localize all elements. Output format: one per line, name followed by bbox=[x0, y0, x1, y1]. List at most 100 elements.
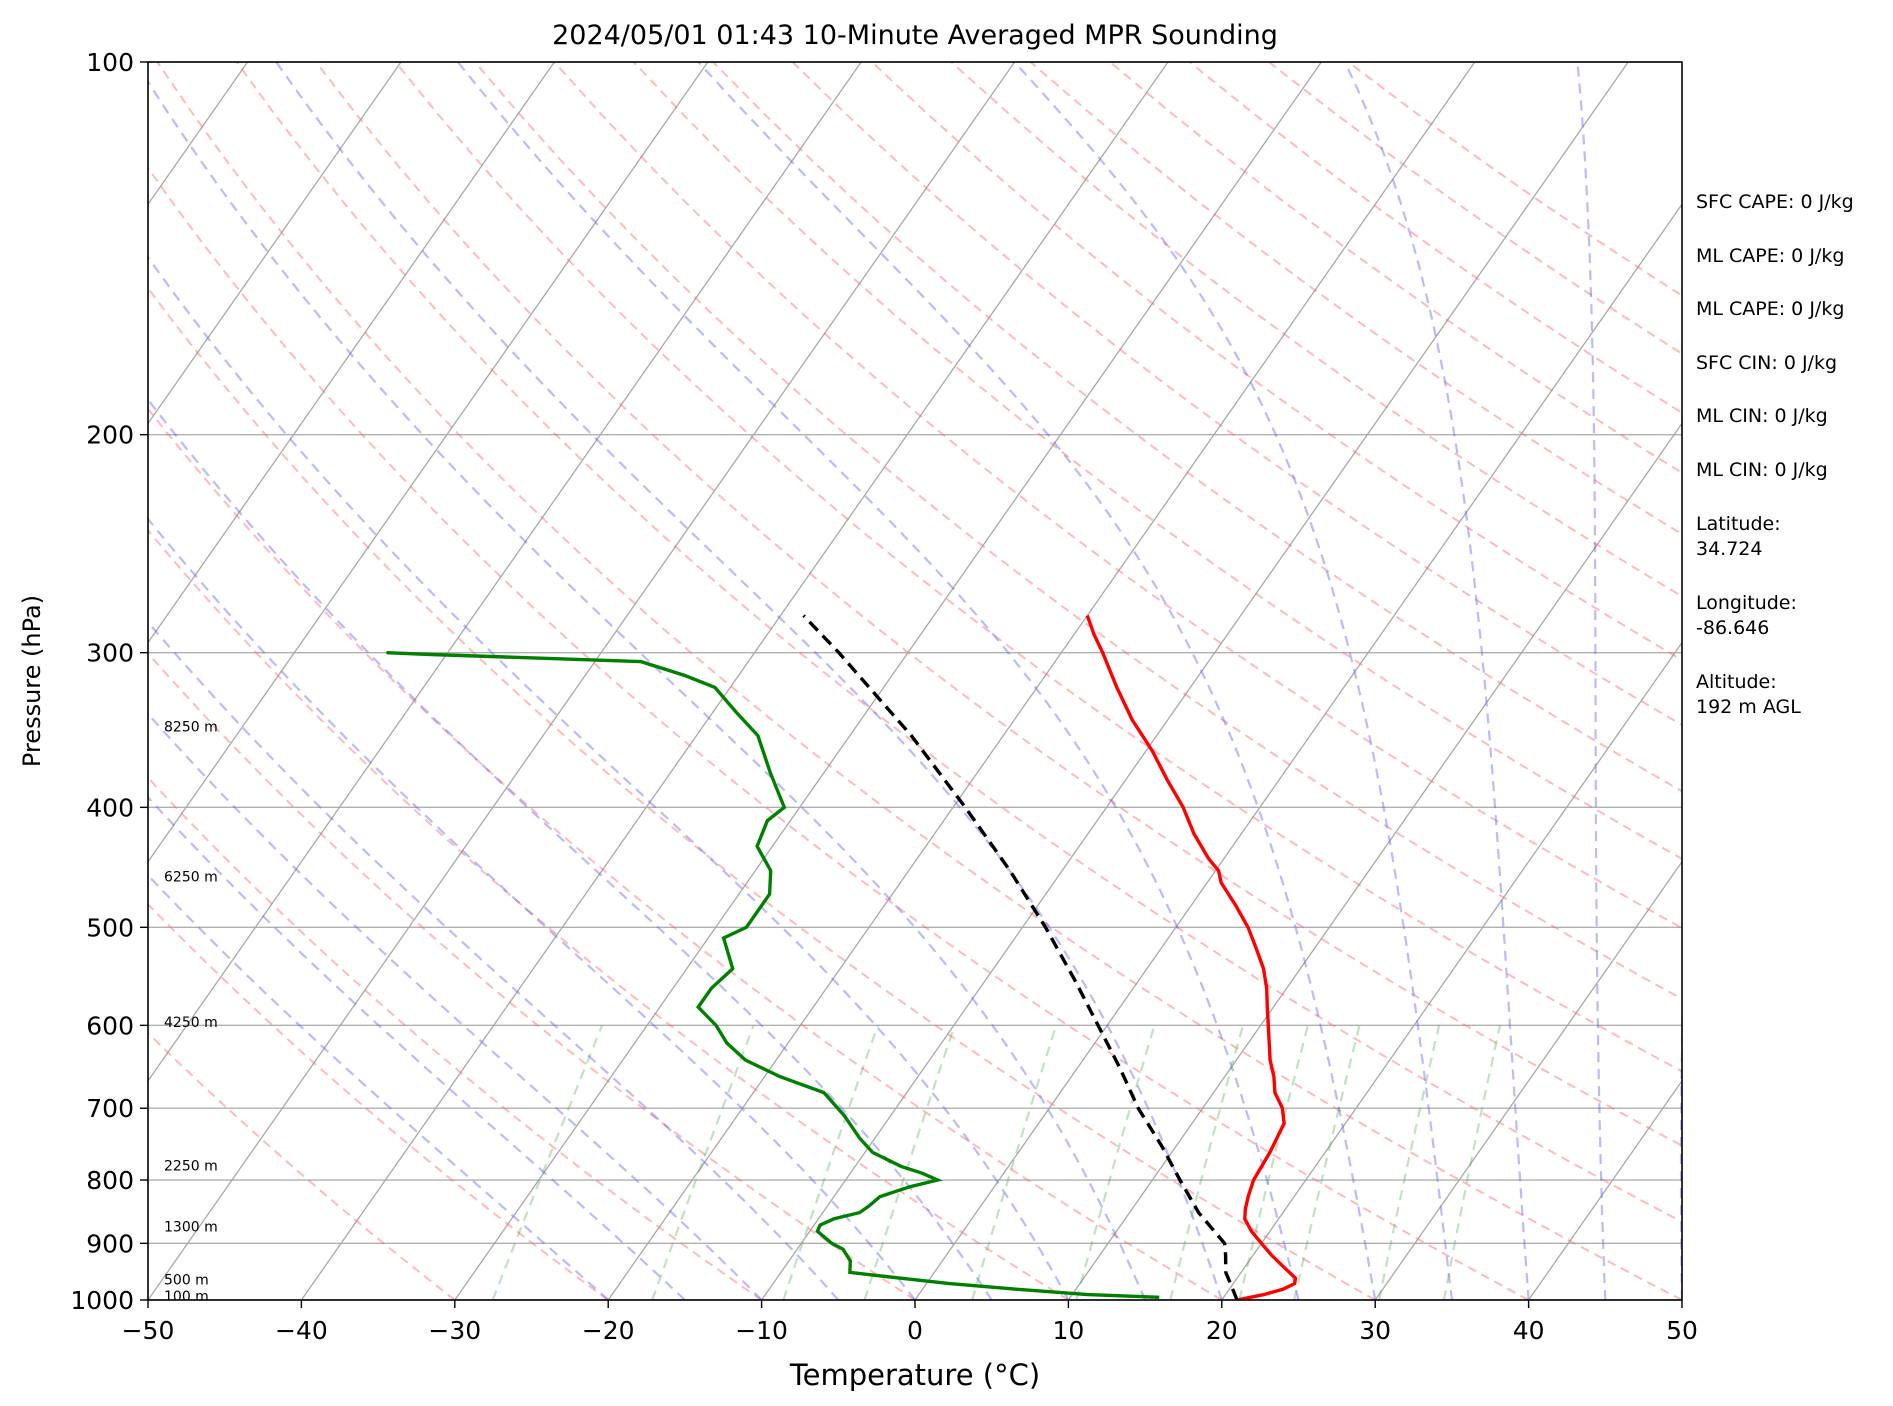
height-label: 100 m bbox=[164, 1289, 209, 1305]
isotherm-30 bbox=[1374, 860, 1682, 1300]
longitude-value: -86.646 bbox=[1696, 617, 1769, 639]
moist-adiabat bbox=[148, 873, 609, 1300]
x-tick-label: −10 bbox=[735, 1316, 788, 1345]
dry-adiabat bbox=[148, 286, 1376, 1300]
stat-ml-cape: ML CAPE: 0 J/kg bbox=[1696, 245, 1844, 267]
moist-adiabat bbox=[148, 517, 916, 1300]
height-label: 4250 m bbox=[164, 1015, 218, 1031]
isotherm--20 bbox=[607, 62, 1476, 1300]
dry-adiabat bbox=[553, 62, 1682, 930]
dry-adiabat bbox=[148, 1031, 456, 1300]
dewpoint-profile bbox=[386, 651, 1160, 1299]
dry-adiabat bbox=[791, 62, 1682, 727]
isotherm--70 bbox=[148, 62, 709, 863]
altitude-label: Altitude: bbox=[1696, 671, 1777, 693]
y-tick-label: 500 bbox=[86, 913, 134, 942]
height-label: 1300 m bbox=[164, 1219, 218, 1235]
moist-adiabat bbox=[1679, 992, 1682, 1300]
y-tick-label: 1000 bbox=[70, 1286, 134, 1315]
mixing-ratio-line bbox=[651, 1025, 755, 1300]
mixing-ratio-line bbox=[1378, 1025, 1441, 1300]
dry-adiabat bbox=[148, 651, 916, 1300]
y-tick-label: 100 bbox=[86, 48, 134, 77]
mixing-ratio-line bbox=[1075, 1025, 1156, 1300]
mixing-ratio-lines bbox=[491, 1024, 1502, 1300]
isotherm--90 bbox=[148, 62, 402, 425]
stat-ml-cin-2: ML CIN: 0 J/kg bbox=[1696, 459, 1828, 481]
moist-adiabat bbox=[148, 620, 840, 1300]
isotherm--30 bbox=[454, 62, 1322, 1300]
dry-adiabat bbox=[315, 62, 1682, 1147]
x-tick-label: −40 bbox=[275, 1316, 328, 1345]
longitude-label: Longitude: bbox=[1696, 592, 1797, 614]
moist-adiabat bbox=[148, 397, 993, 1300]
dry-adiabat bbox=[156, 62, 1682, 1300]
mixing-ratio-line bbox=[971, 1025, 1058, 1300]
x-tick-label: 30 bbox=[1359, 1316, 1391, 1345]
y-tick-label: 200 bbox=[86, 421, 134, 450]
stat-ml-cin: ML CIN: 0 J/kg bbox=[1696, 405, 1828, 427]
sounding-series bbox=[386, 614, 1298, 1300]
dry-adiabat bbox=[148, 166, 1530, 1300]
isotherm--80 bbox=[148, 62, 555, 644]
x-tick-label: −50 bbox=[122, 1316, 175, 1345]
moist-adiabat bbox=[275, 62, 1223, 1300]
dry-adiabat bbox=[871, 62, 1682, 662]
moist-adiabat bbox=[457, 62, 1300, 1300]
dry-adiabat bbox=[712, 62, 1682, 793]
y-tick-label: 900 bbox=[86, 1229, 134, 1258]
dry-adiabat bbox=[148, 902, 609, 1300]
moist-adiabat bbox=[1343, 62, 1530, 1300]
x-axis-label: Temperature (°C) bbox=[789, 1358, 1040, 1392]
x-tick-label: 0 bbox=[907, 1316, 923, 1345]
mixing-ratio-line bbox=[1442, 1025, 1502, 1300]
mixing-ratio-line bbox=[863, 1025, 956, 1300]
mixing-ratio-line bbox=[782, 1025, 879, 1300]
y-tick-label: 400 bbox=[86, 793, 134, 822]
moist-adiabat bbox=[148, 712, 763, 1300]
isotherm--50 bbox=[148, 62, 1016, 1300]
x-tick-label: −30 bbox=[428, 1316, 481, 1345]
y-axis: 100 200 300 400 500 600 700 800 900 1000 bbox=[70, 48, 148, 1315]
dry-adiabat bbox=[950, 62, 1682, 598]
parcel-profile bbox=[802, 614, 1239, 1300]
dry-adiabat bbox=[235, 62, 1682, 1223]
moist-adiabat bbox=[148, 795, 686, 1300]
isotherm--40 bbox=[300, 62, 1169, 1300]
isotherm-gridlines bbox=[148, 62, 1682, 1300]
x-axis: −50 −40 −30 −20 −10 0 10 20 30 40 50 bbox=[122, 1300, 1698, 1345]
y-tick-label: 300 bbox=[86, 639, 134, 668]
y-tick-label: 800 bbox=[86, 1166, 134, 1195]
dry-adiabat bbox=[148, 776, 763, 1300]
height-label: 8250 m bbox=[164, 719, 218, 735]
isotherm--60 bbox=[148, 62, 862, 1082]
x-tick-label: 40 bbox=[1513, 1316, 1545, 1345]
dry-adiabat bbox=[474, 62, 1682, 1001]
x-tick-label: −20 bbox=[582, 1316, 635, 1345]
dry-adiabat bbox=[148, 407, 1223, 1300]
dry-adiabats bbox=[148, 62, 1682, 1300]
isotherm-0 bbox=[914, 203, 1682, 1300]
mixing-ratio-line bbox=[491, 1024, 604, 1300]
x-tick-label: 50 bbox=[1666, 1316, 1698, 1345]
dry-adiabat bbox=[632, 62, 1682, 861]
mixing-ratio-line bbox=[1293, 1025, 1361, 1300]
moist-adiabat bbox=[697, 62, 1377, 1300]
x-tick-label: 20 bbox=[1206, 1316, 1238, 1345]
dry-adiabat bbox=[394, 62, 1682, 1073]
mixing-ratio-line bbox=[1169, 1025, 1245, 1300]
height-label: 6250 m bbox=[164, 870, 218, 886]
mixing-ratio-line bbox=[1238, 1025, 1309, 1300]
x-tick-label: 10 bbox=[1052, 1316, 1084, 1345]
stat-sfc-cape: SFC CAPE: 0 J/kg bbox=[1696, 191, 1854, 213]
moist-adiabat bbox=[1576, 62, 1607, 1300]
stats-panel: SFC CAPE: 0 J/kg ML CAPE: 0 J/kg ML CAPE… bbox=[1696, 191, 1854, 718]
stat-sfc-cin: SFC CIN: 0 J/kg bbox=[1696, 352, 1837, 374]
moist-adiabat bbox=[148, 79, 1147, 1300]
altitude-value: 192 m AGL bbox=[1696, 696, 1801, 718]
dry-adiabat bbox=[148, 528, 1069, 1300]
height-label: 500 m bbox=[164, 1273, 209, 1289]
temperature-profile bbox=[1085, 615, 1298, 1300]
